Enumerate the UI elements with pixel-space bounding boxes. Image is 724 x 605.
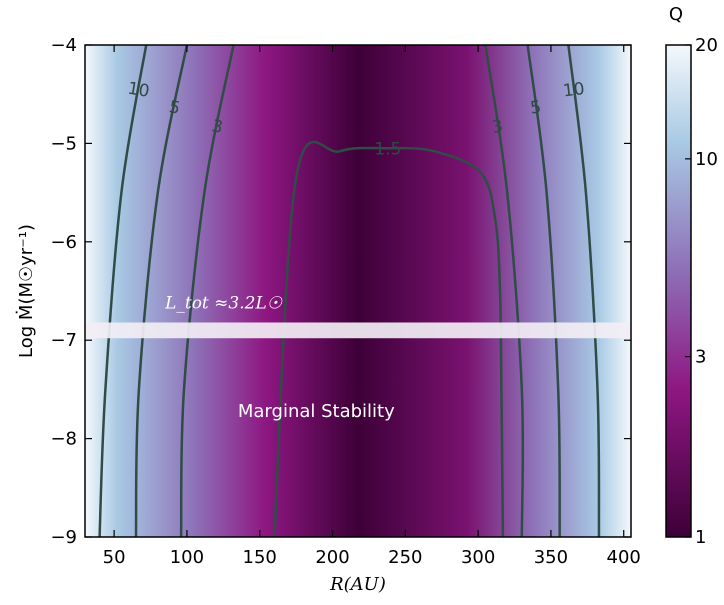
y-tick-label: −9	[50, 527, 77, 548]
marginal-stability-annotation: Marginal Stability	[238, 401, 395, 422]
contour-10-right	[567, 45, 601, 537]
x-tick-label: 150	[243, 547, 277, 568]
x-axis-label: R(AU)	[329, 574, 386, 595]
colorbar-ticks: 20 10 3 1	[685, 35, 718, 548]
y-tick-label: −8	[50, 429, 77, 450]
x-axis: 50 100 150 200 250 300 350 400	[103, 45, 641, 568]
y-axis: −4 −5 −6 −7 −8 −9	[50, 35, 631, 548]
contour-label-5-left: 5	[167, 97, 182, 119]
x-tick-label: 50	[103, 547, 126, 568]
colorbar-tick-label: 20	[695, 35, 718, 56]
x-tick-label: 300	[461, 547, 495, 568]
y-tick-label: −4	[50, 35, 77, 56]
contour-10-left	[98, 45, 148, 537]
annotations: L_tot ≈3.2L☉ Marginal Stability	[164, 294, 395, 422]
contour-label-3-left: 3	[210, 116, 225, 138]
plot-frame	[84, 44, 632, 538]
colorbar	[665, 44, 692, 538]
luminosity-band-rect	[85, 322, 631, 339]
colorbar-tick-label: 10	[695, 149, 718, 170]
contour-3-left	[179, 45, 235, 537]
y-tick-label: −5	[50, 133, 77, 154]
contour-1-5-loop	[273, 140, 505, 537]
y-tick-label: −6	[50, 232, 77, 253]
y-axis-label: Log Ṁ(M☉yr⁻¹)	[16, 224, 37, 358]
colorbar-title: Q	[669, 4, 683, 25]
colorbar-tick-label: 3	[695, 347, 706, 368]
y-tick-label: −7	[50, 330, 77, 351]
contour-3-right	[484, 45, 525, 537]
contour-label-10-left: 10	[126, 79, 151, 102]
luminosity-annotation: L_tot ≈3.2L☉	[164, 294, 283, 314]
x-tick-label: 250	[388, 547, 422, 568]
contour-label-3-right: 3	[491, 116, 505, 137]
colorbar-tick-label: 1	[695, 527, 706, 548]
contour-label-10-right: 10	[562, 79, 586, 101]
contour-lines	[98, 45, 601, 537]
x-tick-label: 100	[170, 547, 204, 568]
x-tick-label: 400	[607, 547, 641, 568]
contour-5-left	[134, 45, 189, 537]
contour-label-1-5-loop: 1.5	[374, 139, 401, 159]
contour-labels: 10 10 5 5 3 3 1.5	[126, 79, 585, 160]
contour-label-5-right: 5	[529, 97, 542, 118]
heatmap-field	[85, 45, 631, 537]
luminosity-band	[85, 322, 631, 339]
x-tick-label: 350	[534, 547, 568, 568]
contour-5-right	[526, 45, 561, 537]
x-tick-label: 200	[315, 547, 349, 568]
